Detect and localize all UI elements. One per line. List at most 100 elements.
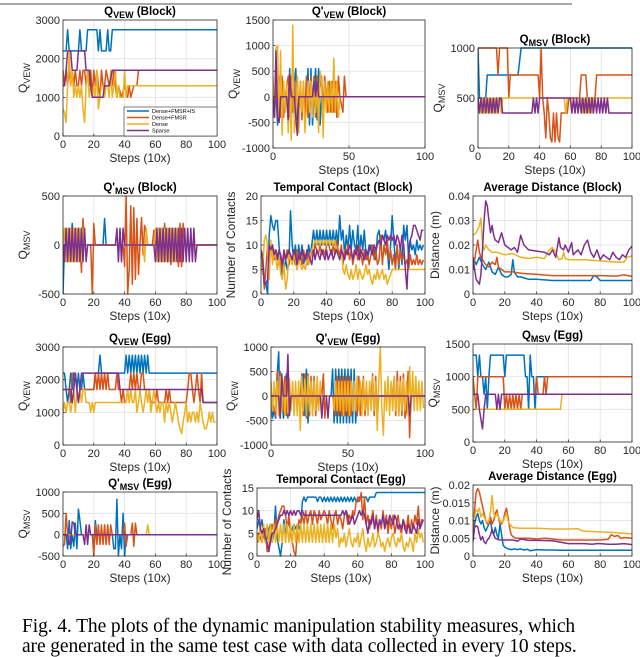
x-tick-label: 80 [386,297,398,309]
x-tick-label: 100 [208,297,226,309]
x-tick-label: 60 [562,297,574,309]
y-tick-label: 500 [42,191,60,203]
chart-distance-egg: 0 20 40 60 80 100 0 0.005 0.01 0.015 0.02 Average D… [428,471,640,585]
x-tick-label: 100 [623,559,640,571]
legend-label: Dense [152,122,168,128]
x-tick-label: 20 [88,559,100,571]
x-tick-label: 100 [208,559,226,571]
top-rule [0,3,572,5]
x-tick-label: 40 [533,151,545,163]
x-tick-label: 100 [623,151,640,163]
x-tick-label: 40 [530,559,542,571]
y-tick-label: 500 [452,404,470,416]
series-line-dense-fmsr [63,372,217,404]
x-tick-label: 20 [499,559,511,571]
series-line-sparse [478,97,632,114]
series-group [478,47,632,143]
x-tick-label: 60 [352,559,364,571]
y-tick-label: 2000 [36,54,60,66]
y-tick-label: -500 [248,117,270,129]
y-axis-label: Number of Contacts [220,469,234,576]
series-line-dense [478,97,632,114]
x-tick-label: 0 [60,448,66,460]
x-tick-label: 0 [470,445,476,457]
y-axis-label: QVEW [16,63,32,93]
y-tick-label: 0.01 [449,265,470,277]
x-tick-label: 40 [118,297,130,309]
x-tick-label: 100 [208,139,226,151]
x-tick-label: 20 [288,297,300,309]
series-line-sparse [257,509,425,553]
x-tick-label: 80 [180,559,192,571]
series-group [473,487,632,552]
legend-label: Dense+FMSR+IS [152,109,195,115]
x-tick-label: 80 [180,139,192,151]
x-tick-label: 40 [530,445,542,457]
x-tick-label: 100 [416,448,434,460]
y-tick-label: 0 [252,289,258,301]
plot-area [473,344,632,442]
series-line-sparse [473,525,632,546]
y-tick-label: 0 [54,240,60,252]
axes-box [62,346,218,446]
y-axis-label: Distance (m) [428,211,442,279]
x-tick-label: 60 [149,139,161,151]
x-tick-label: 20 [499,445,511,457]
series-group [257,491,425,557]
x-tick-label: 0 [475,151,481,163]
chart-contact-block: 0 20 40 60 80 100 0 5 10 15 20 Temporal Contact (Bl… [224,182,434,323]
series-line-dense-fmsr [473,239,632,278]
x-tick-label: 80 [594,559,606,571]
series-line-sparse [473,200,632,285]
y-tick-label: 0 [54,440,60,452]
x-tick-label: 100 [416,559,434,571]
x-tick-label: 0 [60,559,66,571]
x-axis-label: Steps (10x) [317,460,378,474]
y-tick-label: -1000 [242,143,270,155]
series-line-dense-fmsr [257,491,424,557]
x-tick-label: 60 [149,448,161,460]
chart-title: QVEW (Egg) [109,333,171,347]
x-tick-label: 40 [530,297,542,309]
y-tick-label: -500 [38,289,60,301]
y-tick-label: 5 [248,528,254,540]
chart-contact-egg: 0 20 40 60 80 100 0 5 10 15 Temporal Contact (Egg)… [220,469,434,585]
x-tick-label: 60 [562,445,574,457]
x-tick-label: 40 [118,448,130,460]
series-line-dense [271,346,425,436]
x-tick-label: 40 [118,139,130,151]
chart-title: Temporal Contact (Block) [273,182,412,194]
series-line-dense [473,217,632,263]
series-line-dense-fmsr [473,487,632,541]
x-axis-label: Steps (10x) [109,309,170,323]
legend-label: Sparse [152,129,169,135]
x-tick-label: 60 [564,151,576,163]
caption-line-2: are generated in the same test case with… [22,636,577,657]
x-tick-label: 0 [268,448,274,460]
series-line-sparse [273,49,425,136]
y-tick-label: 10 [246,240,258,252]
chart-title: Average Distance (Egg) [488,471,617,483]
x-tick-label: 0 [254,559,260,571]
x-tick-label: 0 [470,559,476,571]
chart-title: Q'MSV (Block) [103,182,177,196]
y-tick-label: 0.005 [442,533,470,545]
series-group [473,200,632,285]
chart-dqvew-egg: 0 50 100 -1000 -500 0 500 1000 Q'VEW (Egg) Steps … [224,333,434,474]
y-axis-label: Number of Contacts [224,192,238,299]
y-tick-label: 0 [264,92,270,104]
y-tick-label: 15 [246,216,258,228]
x-tick-label: 80 [594,297,606,309]
series-line-sparse [261,224,424,290]
x-tick-label: 80 [594,445,606,457]
series-line-dense [261,234,425,290]
x-tick-label: 0 [60,139,66,151]
series-line-dense-fmsr-is [63,354,217,404]
y-tick-label: 500 [457,93,475,105]
plot-area [63,492,217,556]
y-axis-label: QVEW [226,69,242,99]
chart-title: Q'MSV (Egg) [108,478,172,492]
